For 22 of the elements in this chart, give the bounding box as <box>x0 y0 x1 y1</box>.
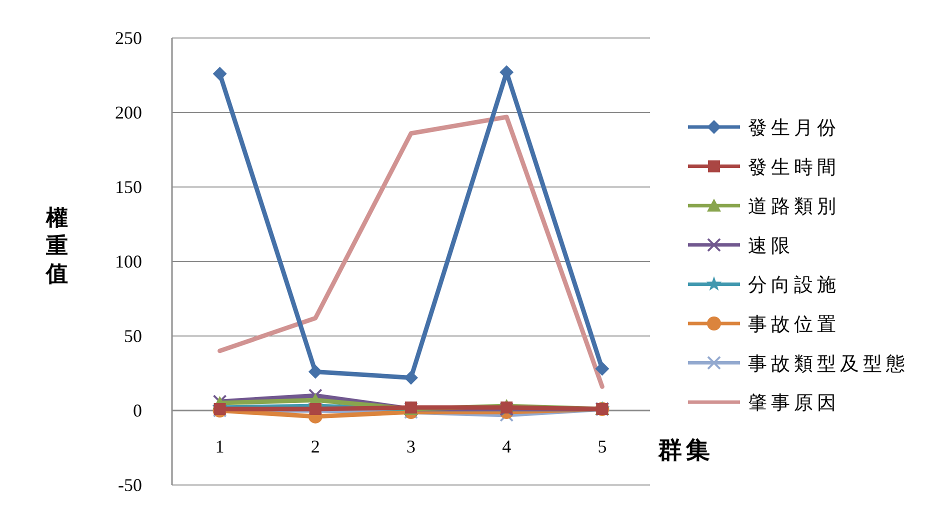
y-tick-label: 150 <box>115 177 142 197</box>
y-axis-title: 權重值 <box>45 205 68 286</box>
legend-label: 肇事原因 <box>748 393 840 414</box>
y-tick-label: 0 <box>133 400 142 420</box>
legend-label: 速限 <box>748 236 794 257</box>
legend-label: 道路類別 <box>748 196 840 218</box>
y-tick-label: 50 <box>124 326 142 346</box>
y-tick-label: 100 <box>115 252 142 272</box>
legend-label: 事故位置 <box>748 314 840 336</box>
legend-label: 發生時間 <box>748 157 840 178</box>
legend-label: 事故類型及型態 <box>748 354 909 375</box>
x-tick-label: 2 <box>310 436 320 456</box>
legend-label: 分向設施 <box>748 275 840 296</box>
x-tick-label: 3 <box>406 436 416 456</box>
x-tick-label: 4 <box>502 436 512 456</box>
x-axis-title: 群集 <box>657 437 714 464</box>
y-tick-label: 250 <box>115 28 142 48</box>
y-tick-label: -50 <box>118 475 142 495</box>
x-tick-label: 5 <box>598 436 607 456</box>
legend-label: 發生月份 <box>748 118 840 139</box>
x-tick-label: 1 <box>215 436 224 456</box>
y-tick-label: 200 <box>115 102 142 122</box>
